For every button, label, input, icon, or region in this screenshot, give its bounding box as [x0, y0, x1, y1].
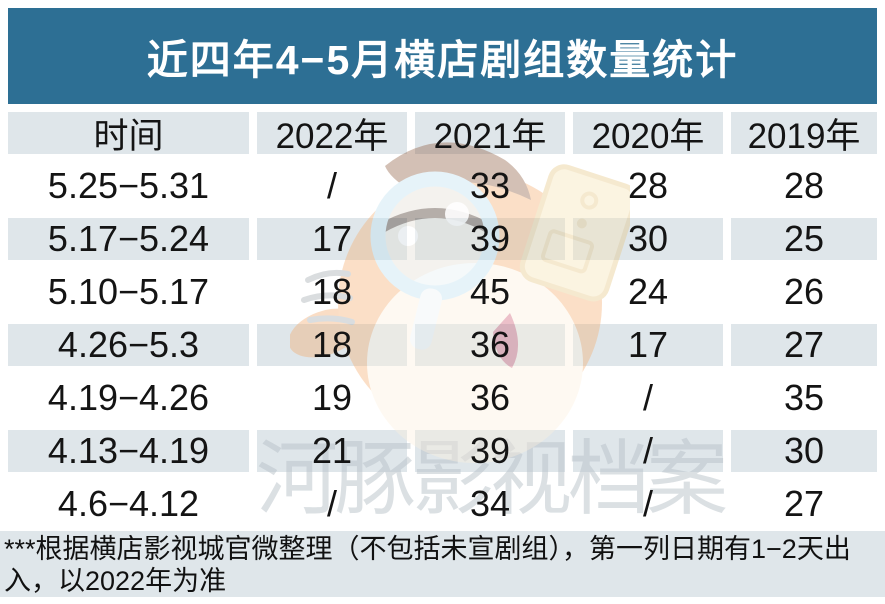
cell-value: 36 [415, 324, 565, 366]
cell-value: 17 [573, 324, 723, 366]
cell-value: / [326, 165, 337, 206]
cell-period: 4.26−5.3 [8, 324, 249, 366]
cell-value: 45 [469, 271, 511, 312]
cell-value: 24 [627, 271, 669, 312]
title-bar: 近四年4−5月横店剧组数量统计 [8, 8, 877, 104]
page-title: 近四年4−5月横店剧组数量统计 [146, 37, 739, 83]
cell-period: 4.13−4.19 [8, 430, 249, 472]
column-header-time: 时间 [8, 112, 249, 156]
cell-value: 18 [257, 324, 407, 366]
cell-value: 27 [731, 324, 877, 366]
cell-value: 30 [731, 430, 877, 472]
cell-value: 27 [783, 483, 825, 524]
cell-value: / [326, 483, 337, 524]
cell-value: 34 [469, 483, 511, 524]
cell-period: 4.6−4.12 [57, 483, 200, 524]
column-header-2021: 2021年 [415, 112, 565, 156]
cell-period: 5.25−5.31 [47, 165, 210, 206]
cell-value: 30 [573, 218, 723, 260]
cell-value: 28 [627, 165, 669, 206]
cell-value: 21 [257, 430, 407, 472]
cell-value: 33 [469, 165, 511, 206]
cell-value: / [642, 483, 653, 524]
cell-value: / [642, 377, 653, 418]
cell-value: 18 [311, 271, 353, 312]
cell-value: 17 [257, 218, 407, 260]
cell-value: 25 [731, 218, 877, 260]
cell-value: 26 [783, 271, 825, 312]
cell-period: 5.17−5.24 [8, 218, 249, 260]
column-header-2022: 2022年 [257, 112, 407, 156]
cell-value: / [573, 430, 723, 472]
cell-period: 5.10−5.17 [47, 271, 210, 312]
data-table: 时间 2022年 2021年 2020年 2019年 5.25−5.31 / 3… [8, 112, 877, 525]
cell-value: 39 [415, 218, 565, 260]
cell-value: 36 [469, 377, 511, 418]
footnote: ***根据横店影视城官微整理（不包括未宣剧组），第一列日期有1−2天出入，以20… [0, 531, 885, 597]
cell-value: 39 [415, 430, 565, 472]
cell-value: 35 [783, 377, 825, 418]
column-header-2020: 2020年 [573, 112, 723, 156]
column-header-2019: 2019年 [731, 112, 877, 156]
cell-value: 19 [311, 377, 353, 418]
cell-value: 28 [783, 165, 825, 206]
cell-period: 4.19−4.26 [47, 377, 210, 418]
